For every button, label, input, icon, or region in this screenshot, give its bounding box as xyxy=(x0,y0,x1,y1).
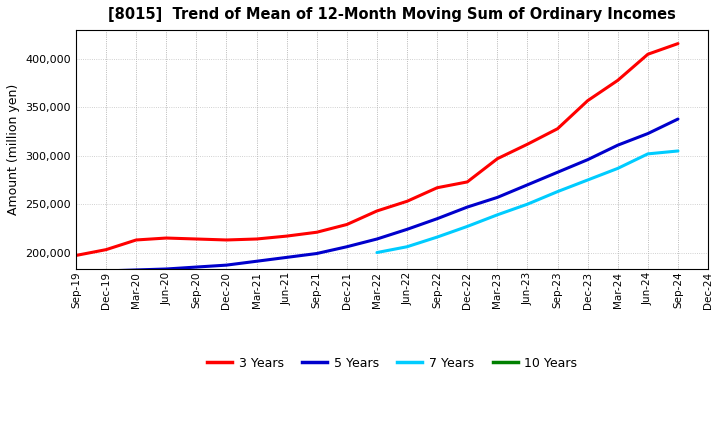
5 Years xyxy=(523,182,532,187)
5 Years xyxy=(252,259,261,264)
5 Years xyxy=(102,268,110,274)
7 Years xyxy=(373,250,382,255)
Line: 3 Years: 3 Years xyxy=(76,44,678,256)
5 Years xyxy=(402,227,411,232)
3 Years xyxy=(102,247,110,252)
7 Years xyxy=(433,235,441,240)
7 Years xyxy=(553,189,562,194)
5 Years xyxy=(433,216,441,221)
3 Years xyxy=(523,142,532,147)
5 Years xyxy=(463,205,472,210)
Line: 5 Years: 5 Years xyxy=(106,119,678,271)
Line: 7 Years: 7 Years xyxy=(377,151,678,253)
5 Years xyxy=(192,264,201,270)
5 Years xyxy=(613,143,622,148)
5 Years xyxy=(493,195,502,200)
3 Years xyxy=(282,234,291,239)
5 Years xyxy=(373,236,382,242)
3 Years xyxy=(583,98,592,103)
3 Years xyxy=(463,179,472,184)
5 Years xyxy=(282,255,291,260)
5 Years xyxy=(343,244,351,249)
3 Years xyxy=(553,126,562,132)
3 Years xyxy=(252,236,261,242)
3 Years xyxy=(613,78,622,83)
3 Years xyxy=(493,156,502,161)
7 Years xyxy=(402,244,411,249)
Title: [8015]  Trend of Mean of 12-Month Moving Sum of Ordinary Incomes: [8015] Trend of Mean of 12-Month Moving … xyxy=(108,7,676,22)
3 Years xyxy=(644,51,652,57)
7 Years xyxy=(523,202,532,207)
3 Years xyxy=(373,208,382,213)
5 Years xyxy=(553,169,562,175)
7 Years xyxy=(493,212,502,217)
7 Years xyxy=(613,166,622,171)
3 Years xyxy=(222,237,231,242)
7 Years xyxy=(674,148,683,154)
5 Years xyxy=(644,131,652,136)
5 Years xyxy=(674,117,683,122)
Y-axis label: Amount (million yen): Amount (million yen) xyxy=(7,84,20,215)
7 Years xyxy=(583,177,592,183)
Legend: 3 Years, 5 Years, 7 Years, 10 Years: 3 Years, 5 Years, 7 Years, 10 Years xyxy=(202,352,582,375)
5 Years xyxy=(583,157,592,162)
7 Years xyxy=(463,224,472,229)
3 Years xyxy=(402,198,411,204)
3 Years xyxy=(312,230,321,235)
3 Years xyxy=(162,235,171,241)
3 Years xyxy=(192,236,201,242)
7 Years xyxy=(644,151,652,157)
5 Years xyxy=(162,266,171,271)
5 Years xyxy=(222,263,231,268)
5 Years xyxy=(312,251,321,256)
3 Years xyxy=(72,253,81,258)
5 Years xyxy=(132,268,140,273)
3 Years xyxy=(433,185,441,191)
3 Years xyxy=(343,222,351,227)
3 Years xyxy=(132,237,140,242)
3 Years xyxy=(674,41,683,46)
